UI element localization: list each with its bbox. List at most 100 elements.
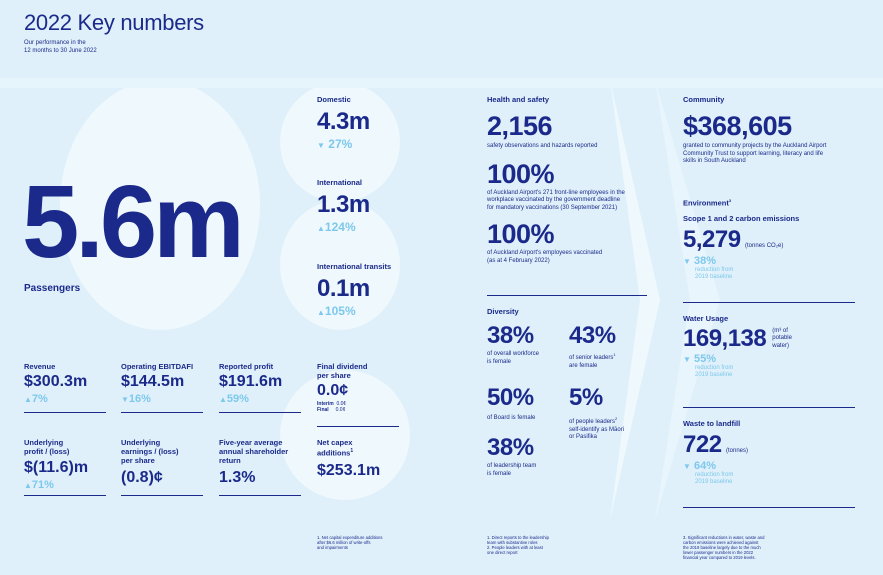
health-safety-section: Health and safety 2,156 safety observati… [487,95,625,265]
diversity-board: 50% of Board is female [487,384,536,422]
background-circle-2 [280,200,400,330]
observations-desc: safety observations and hazards reported [487,143,598,149]
tsr-label: Five-year average annual shareholder retur… [219,438,289,465]
transits-block: International transits 0.1m ▲105% [317,262,391,318]
international-change: ▲124% [317,220,356,234]
footnote-environment: 3. Significant reductions in water, wast… [683,535,765,560]
dividend-value: 0.0¢ [317,382,349,399]
waste-unit: (tonnes) [726,448,749,454]
community-desc: granted to community projects by the Auc… [683,143,827,164]
arrow-up-icon: ▲ [219,395,227,404]
divider [219,495,301,496]
transits-value: 0.1m [317,275,370,302]
arrow-up-icon: ▲ [24,395,32,404]
community-section: Community $368,605 granted to community … [683,95,826,166]
divider [121,495,203,496]
ebitdafi-block: Operating EBITDAFI $144.5m ▼16% [121,362,193,405]
dividend-label: Final dividend per share [317,362,368,380]
diversity-workforce: 38% of overall workforce is female [487,322,540,365]
arrow-up-icon: ▲ [317,224,325,233]
international-block: International 1.3m ▲124% [317,178,370,234]
observations-value: 2,156 [487,111,553,141]
passengers-label: Passengers [24,283,81,294]
arrow-down-icon: ▼ [317,141,325,150]
waste-change: ▼ 64% [683,460,717,472]
underlying-eps-block: Underlying earnings / (loss) per share (0.… [121,438,179,486]
water-unit: (m³ of potable water) [772,327,792,349]
divider [24,495,106,496]
underlying-profit-value: $(11.6)m [24,459,89,476]
underlying-profit-block: Underlying profit / (loss) $(11.6)m ▲71% [24,438,88,491]
arrow-down-icon: ▼ [683,355,691,364]
arrow-down-icon: ▼ [683,257,691,266]
divider [24,412,106,413]
underlying-profit-change: ▲71% [24,479,54,491]
capex-value: $253.1m [317,461,381,479]
waste-block: Waste to landfill 722 (tonnes) ▼ 64% red… [683,419,749,485]
tsr-value: 1.3% [219,469,256,486]
reported-profit-value: $191.6m [219,373,283,390]
underlying-profit-label: Underlying profit / (loss) [24,438,70,456]
domestic-label: Domestic [317,95,351,104]
ebitdafi-change: ▼16% [121,393,151,405]
international-label: International [317,178,363,187]
diversity-leadership: 38% of leadership team is female [487,434,537,477]
dividend-block: Final dividend per share 0.0¢ Interim 0.0… [317,362,367,413]
reported-profit-block: Reported profit $191.6m ▲59% [219,362,282,405]
underlying-eps-value: (0.8)¢ [121,469,163,486]
transits-label: International transits [317,262,392,271]
dividend-interim: Interim 0.0¢ [317,401,347,407]
frontline-value: 100% [487,158,555,189]
divider [683,302,855,303]
divider [683,407,855,408]
revenue-block: Revenue $300.3m ▲7% [24,362,87,405]
domestic-block: Domestic 4.3m ▼ 27% [317,95,370,151]
background-band [0,78,883,88]
employees-value: 100% [487,219,555,249]
carbon-value: 5,279 [683,226,741,253]
diversity-heading: Diversity [487,307,519,316]
water-change: ▼ 55% [683,353,717,365]
revenue-change: ▲7% [24,393,48,405]
footnote-diversity: 1. Direct reports to the leadership team… [487,535,549,555]
community-value: $368,605 [683,111,792,141]
transits-change: ▲105% [317,304,356,318]
dividend-final: Final 0.0¢ [317,407,346,413]
carbon-unit: (tonnes CO₂e) [745,243,784,249]
arrow-down-icon: ▼ [121,395,129,404]
waste-value: 722 [683,431,722,458]
diversity-senior: 43% of senior leaders1 are female [569,322,616,369]
reported-profit-label: Reported profit [219,362,274,371]
ebitdafi-value: $144.5m [121,373,185,390]
water-value: 169,138 [683,325,767,352]
domestic-change: ▼ 27% [317,137,353,151]
footnote-capex: 1. Net capital expenditure additions aft… [317,535,383,550]
frontline-desc: of Auckland Airport's 271 front-line emp… [487,189,625,211]
underlying-eps-label: Underlying earnings / (loss) per share [121,438,179,465]
arrow-down-icon: ▼ [683,462,691,471]
divider [219,412,301,413]
water-block: Water Usage 169,138 (m³ of potable water) … [683,314,792,378]
passengers-value: 5.6m [22,164,245,279]
page-subtitle: Our performance in the 12 months to 30 J… [24,40,97,54]
background-circle-large [60,80,260,330]
carbon-block: Scope 1 and 2 carbon emissions 5,279 (to… [683,214,800,280]
carbon-change: ▼ 38% [683,255,717,267]
divider [317,426,399,427]
background-circle-3 [280,370,410,500]
health-safety-heading: Health and safety [487,95,550,104]
employees-desc: of Auckland Airport's employees vaccinat… [487,250,603,264]
capex-block: Net capex additions1 $253.1m [317,438,380,479]
domestic-value: 4.3m [317,108,370,135]
international-value: 1.3m [317,191,370,218]
arrow-up-icon: ▲ [24,481,32,490]
capex-label: Net capex additions1 [317,438,354,458]
revenue-label: Revenue [24,362,56,371]
page-title: 2022 Key numbers [24,10,204,35]
divider [121,412,203,413]
community-heading: Community [683,95,725,104]
tsr-block: Five-year average annual shareholder retur… [219,438,288,486]
ebitdafi-label: Operating EBITDAFI [121,362,194,371]
revenue-value: $300.3m [24,373,88,390]
